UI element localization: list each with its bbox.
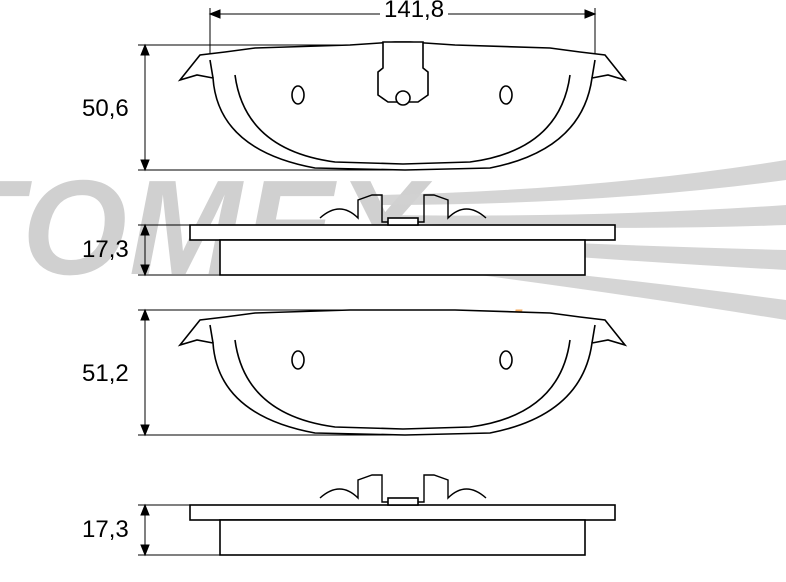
label-height2: 51,2 [82, 360, 129, 388]
brake-pad-1-top [180, 42, 625, 170]
brake-pad-2-top [180, 310, 625, 435]
label-thickness2: 17,3 [82, 516, 129, 544]
technical-drawing [0, 0, 786, 582]
label-width: 141,8 [380, 0, 448, 24]
label-thickness1: 17,3 [82, 236, 129, 264]
label-height1: 50,6 [82, 95, 129, 123]
brake-pad-2-side [190, 498, 615, 555]
brake-pad-1-side [190, 218, 615, 275]
